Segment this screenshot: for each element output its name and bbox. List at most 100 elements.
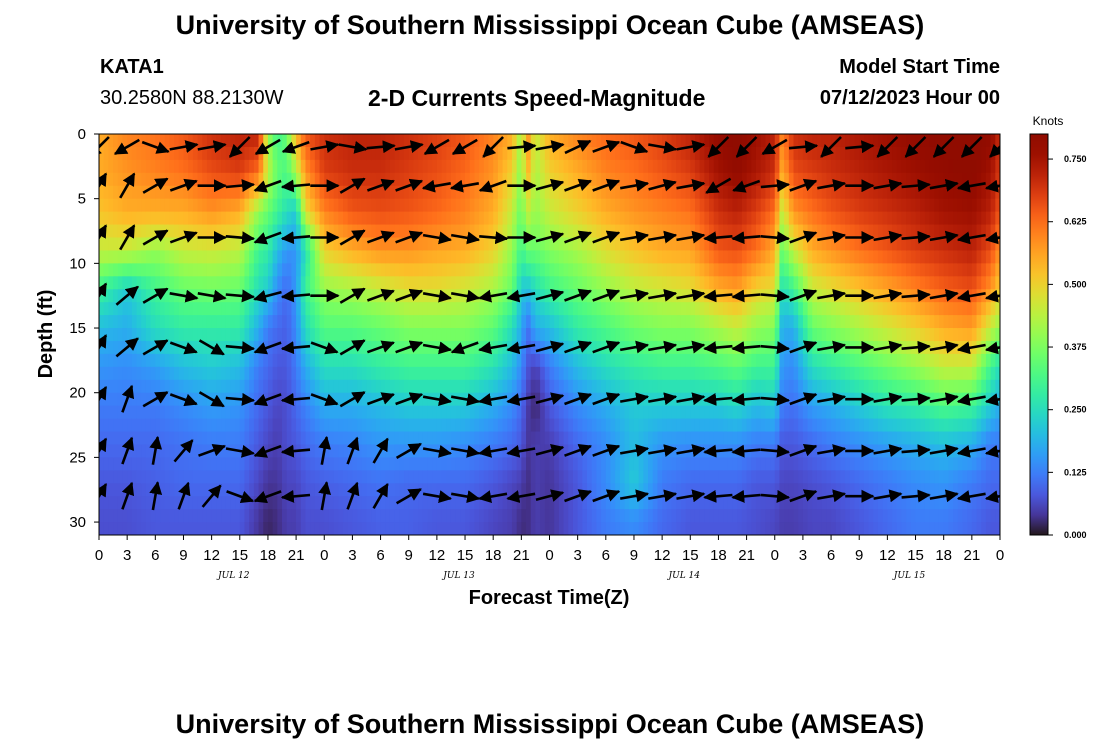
heatmap-cell — [774, 483, 781, 497]
heatmap-cell — [160, 444, 166, 458]
heatmap-cell — [840, 315, 846, 329]
heatmap-cell — [469, 198, 476, 213]
heatmap-cell — [704, 457, 710, 471]
heatmap-cell — [831, 522, 837, 535]
heatmap-cell — [366, 302, 372, 316]
heatmap-cell — [521, 379, 527, 394]
heatmap-cell — [380, 509, 386, 523]
heatmap-cell — [117, 237, 124, 252]
heatmap-cell — [221, 509, 227, 523]
heatmap-cell — [755, 379, 762, 394]
heatmap-cell — [774, 496, 781, 510]
heatmap-cell — [601, 172, 607, 187]
heatmap-cell — [291, 159, 297, 174]
heatmap-cell — [465, 509, 471, 523]
heatmap-cell — [108, 276, 114, 290]
heatmap-cell — [150, 444, 156, 458]
heatmap-cell — [192, 146, 199, 161]
heatmap-cell — [835, 509, 842, 523]
heatmap-cell — [755, 353, 762, 368]
heatmap-cell — [497, 315, 504, 329]
heatmap-cell — [840, 496, 846, 510]
heatmap-cell — [638, 509, 644, 523]
heatmap-cell — [765, 198, 771, 213]
heatmap-cell — [122, 522, 128, 535]
heatmap-cell — [225, 250, 231, 264]
heatmap-cell — [296, 483, 302, 497]
heatmap-cell — [845, 134, 851, 148]
heatmap-cell — [746, 185, 752, 200]
heatmap-cell — [450, 159, 457, 174]
heatmap-cell — [202, 198, 208, 213]
heatmap-cell — [160, 431, 166, 446]
heatmap-cell — [544, 315, 551, 329]
heatmap-cell — [122, 509, 128, 523]
heatmap-cell — [676, 134, 682, 148]
heatmap-cell — [333, 522, 339, 535]
heatmap-cell — [155, 198, 161, 213]
heatmap-cell — [643, 418, 649, 433]
heatmap-cell — [549, 366, 555, 381]
heatmap-cell — [319, 522, 325, 535]
heatmap-cell — [554, 366, 560, 381]
heatmap-cell — [324, 224, 330, 239]
heatmap-cell — [568, 224, 574, 239]
heatmap-cell — [826, 405, 832, 420]
heatmap-cell — [657, 198, 663, 213]
heatmap-cell — [812, 250, 818, 264]
heatmap-cell — [821, 470, 827, 484]
heatmap-cell — [343, 250, 349, 264]
heatmap-cell — [375, 134, 382, 148]
heatmap-cell — [601, 470, 607, 484]
heatmap-cell — [835, 328, 842, 342]
heatmap-cell — [812, 237, 818, 252]
heatmap-cell — [727, 496, 734, 510]
heatmap-cell — [793, 496, 799, 510]
heatmap-cell — [277, 509, 283, 523]
heatmap-cell — [188, 340, 194, 355]
heatmap-cell — [296, 379, 302, 394]
heatmap-cell — [746, 134, 752, 148]
heatmap-cell — [676, 392, 682, 407]
heatmap-cell — [530, 315, 537, 329]
heatmap-cell — [253, 224, 260, 239]
heatmap-cell — [300, 198, 307, 213]
heatmap-cell — [155, 522, 161, 535]
heatmap-cell — [450, 198, 457, 213]
heatmap-cell — [540, 276, 546, 290]
heatmap-cell — [127, 470, 133, 484]
heatmap-cell — [174, 379, 180, 394]
heatmap-cell — [633, 237, 640, 252]
heatmap-cell — [657, 134, 663, 148]
heatmap-cell — [197, 405, 203, 420]
heatmap-cell — [840, 522, 846, 535]
heatmap-cell — [619, 431, 626, 446]
heatmap-cell — [516, 353, 522, 368]
heatmap-cell — [347, 198, 353, 213]
heatmap-cell — [272, 509, 278, 523]
heatmap-cell — [727, 159, 734, 174]
heatmap-cell — [310, 418, 316, 433]
heatmap-cell — [685, 496, 691, 510]
heatmap-cell — [479, 315, 485, 329]
heatmap-cell — [239, 315, 246, 329]
heatmap-cell — [572, 366, 579, 381]
heatmap-cell — [99, 470, 105, 484]
heatmap-cell — [845, 146, 851, 161]
heatmap-cell — [572, 185, 579, 200]
heatmap-cell — [300, 522, 307, 535]
heatmap-cell — [277, 496, 283, 510]
heatmap-cell — [404, 328, 410, 342]
heatmap-cell — [845, 328, 851, 342]
heatmap-cell — [117, 457, 124, 471]
heatmap-cell — [629, 353, 635, 368]
heatmap-cell — [610, 366, 616, 381]
heatmap-cell — [197, 146, 203, 161]
heatmap-cell — [816, 431, 823, 446]
heatmap-cell — [732, 302, 738, 316]
heatmap-cell — [802, 159, 809, 174]
heatmap-cell — [145, 431, 152, 446]
heatmap-cell — [483, 198, 490, 213]
heatmap-cell — [291, 185, 297, 200]
heatmap-cell — [174, 496, 180, 510]
